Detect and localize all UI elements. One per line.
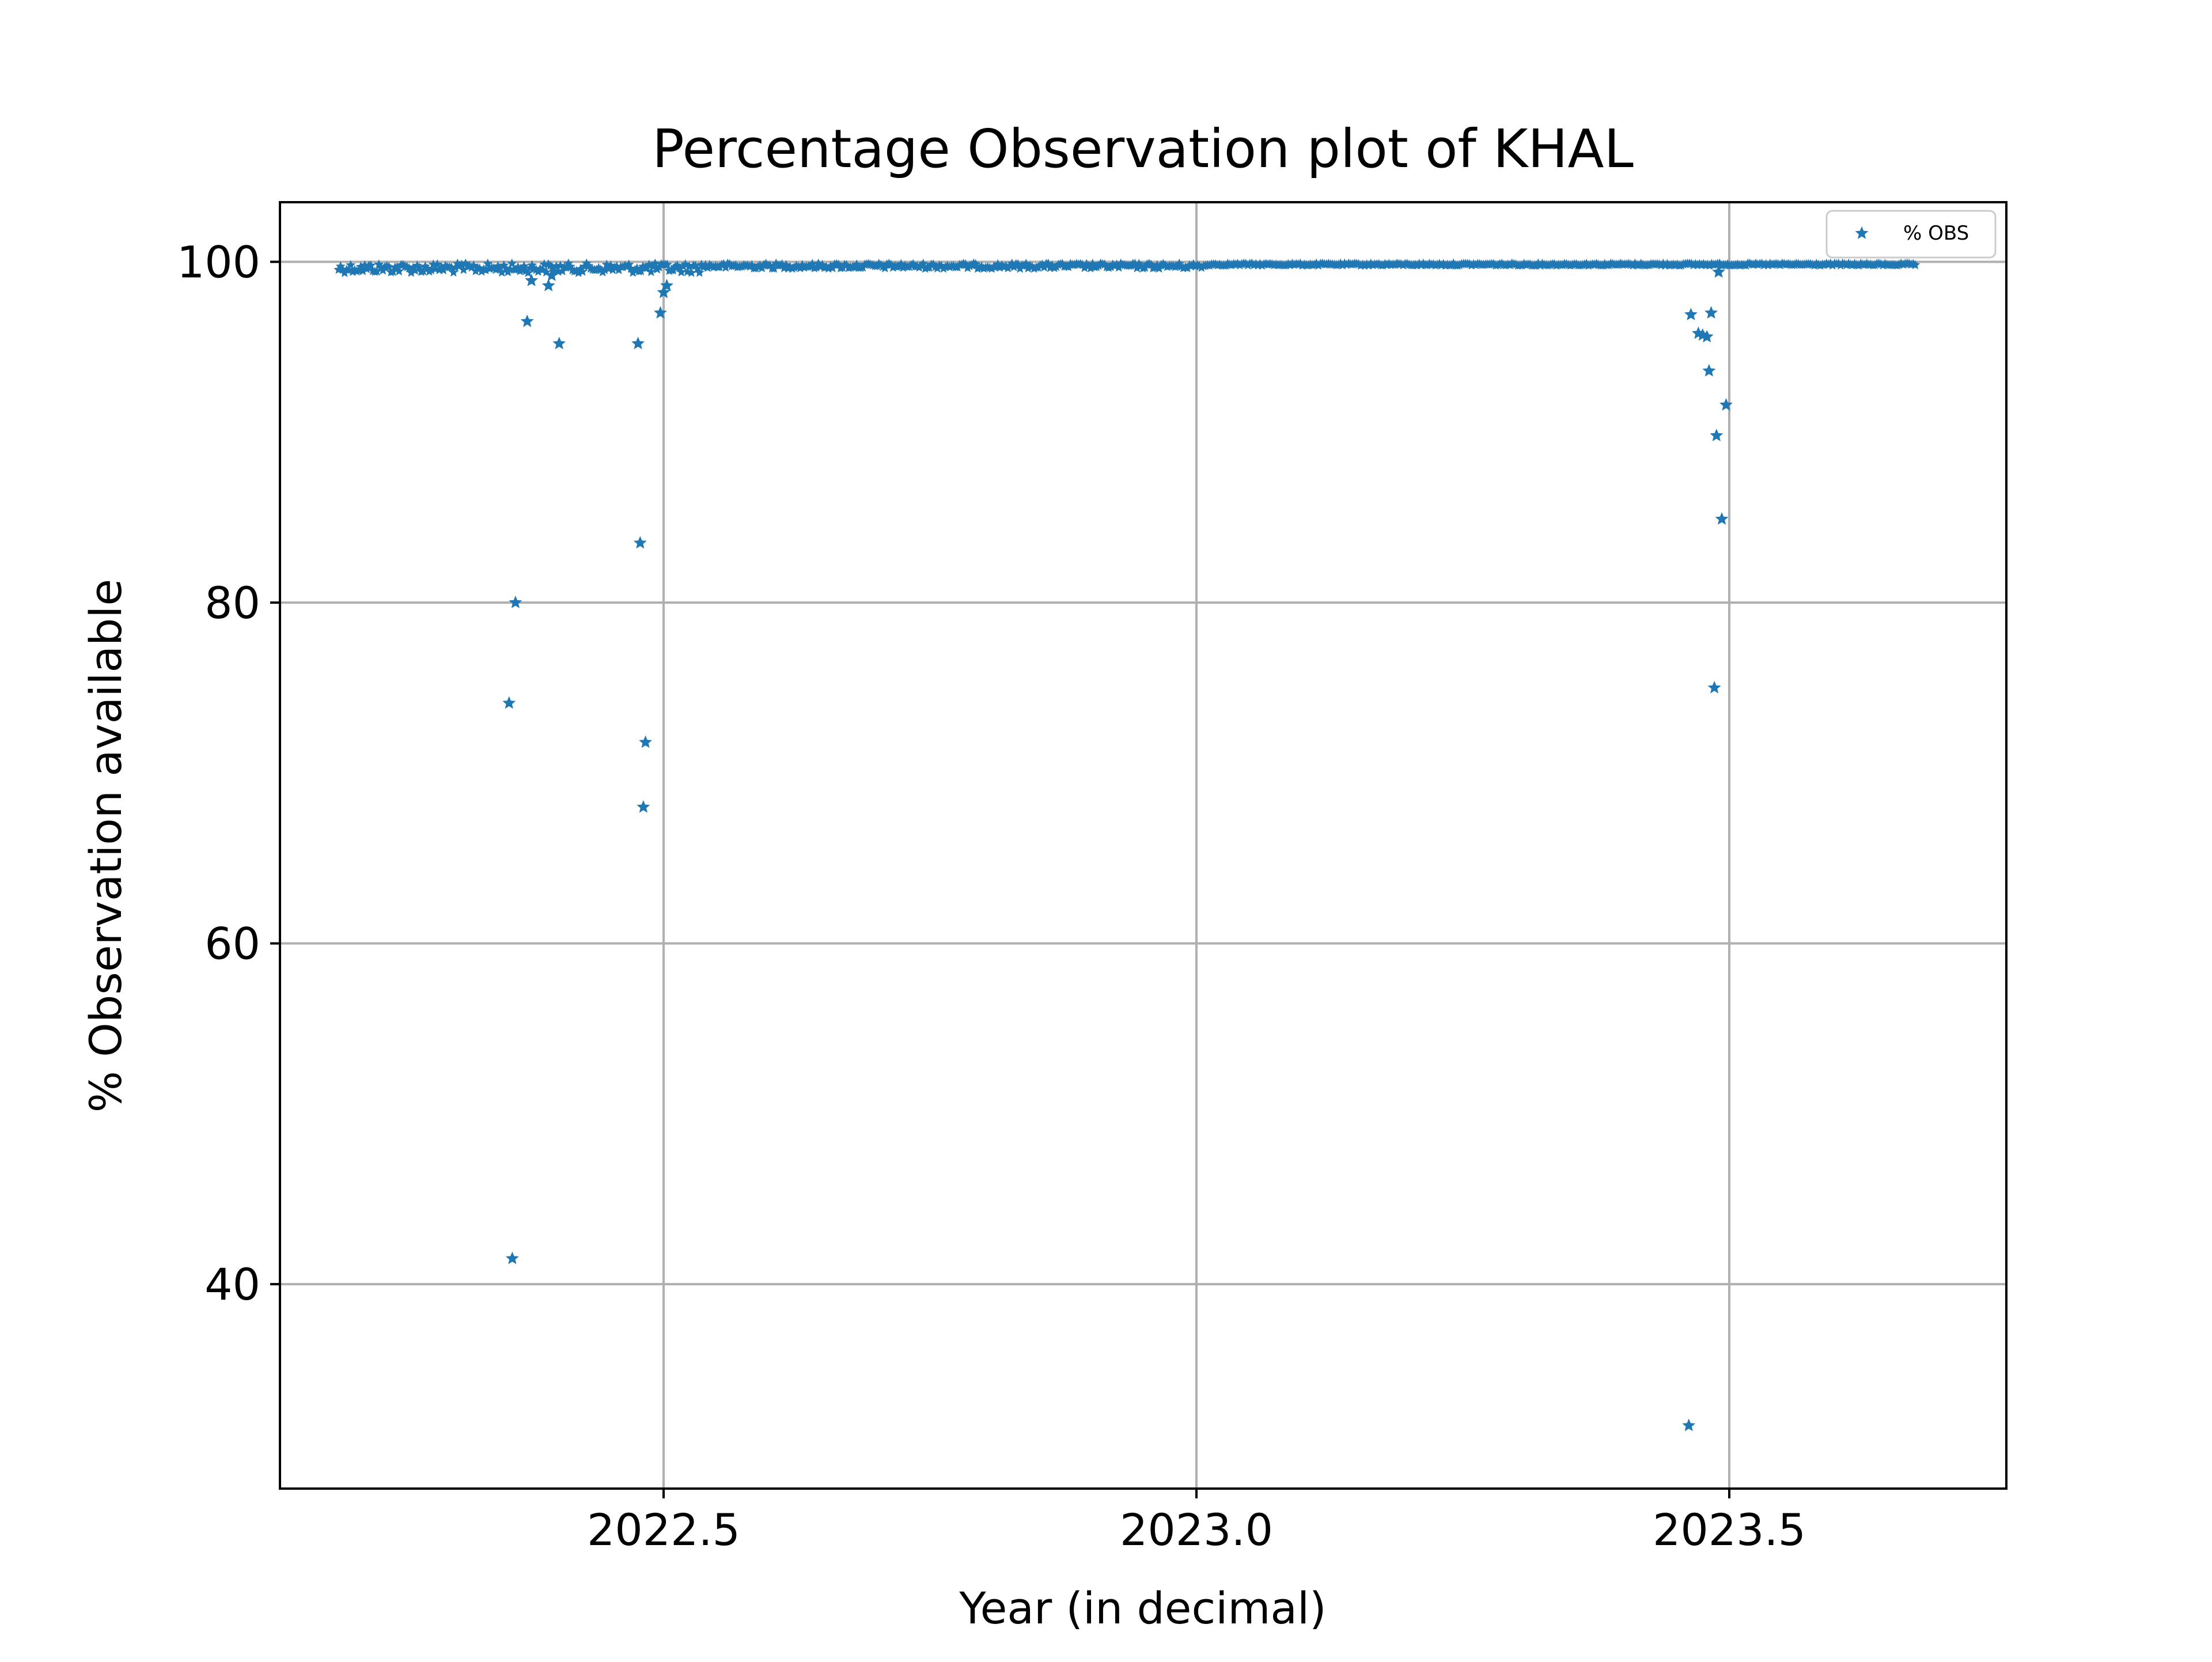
data-point	[1700, 330, 1714, 343]
data-point	[520, 315, 534, 327]
data-point	[1719, 398, 1733, 411]
data-points	[502, 265, 1733, 1432]
y-axis-label: % Observation available	[80, 579, 131, 1112]
band-point	[686, 267, 696, 277]
data-point	[505, 1251, 519, 1265]
y-tick-label: 40	[204, 1259, 260, 1310]
legend-box	[1825, 210, 1997, 259]
data-point	[1707, 680, 1721, 694]
data-point	[1710, 429, 1724, 441]
band-point	[388, 266, 398, 276]
data-point	[637, 800, 650, 813]
y-tick-label: 60	[204, 918, 260, 970]
band-point	[769, 263, 779, 273]
y-tick-label: 100	[177, 237, 260, 288]
data-point	[639, 735, 652, 748]
band-point	[372, 266, 382, 276]
data-point	[1682, 1418, 1696, 1432]
chart-title: Percentage Observation plot of KHAL	[652, 118, 1633, 180]
data-point	[1705, 306, 1718, 319]
band-point	[1132, 263, 1142, 272]
plot-background	[280, 202, 2006, 1489]
dense-band	[334, 258, 1921, 277]
band-point	[358, 266, 368, 275]
data-point	[509, 596, 522, 608]
band-point	[438, 264, 449, 275]
legend-label: % OBS	[1903, 222, 1969, 245]
x-tick-label: 2023.0	[1120, 1504, 1273, 1555]
legend-marker	[1855, 226, 1869, 239]
band-point	[448, 267, 459, 277]
data-point	[1715, 512, 1729, 525]
data-point	[1684, 308, 1698, 320]
y-tick-label: 80	[204, 577, 260, 629]
band-point	[676, 267, 687, 277]
band-point	[418, 266, 429, 276]
data-point	[545, 268, 559, 281]
data-point	[502, 696, 516, 709]
band-point	[646, 266, 656, 277]
band-point	[636, 266, 646, 275]
band-point	[497, 267, 507, 277]
data-point	[660, 278, 673, 291]
band-point	[694, 267, 704, 277]
band-point	[394, 266, 404, 276]
legend: % OBS	[1825, 210, 1997, 259]
data-point	[657, 285, 671, 298]
band-point	[662, 259, 672, 269]
data-point	[633, 536, 647, 549]
x-tick-label: 2023.5	[1653, 1504, 1806, 1555]
band-point	[1910, 260, 1921, 270]
plot-frame	[279, 201, 2008, 1490]
band-point	[577, 266, 588, 276]
data-point	[552, 336, 566, 350]
data-point	[1712, 265, 1725, 278]
band-point	[459, 264, 469, 274]
data-point	[525, 274, 538, 286]
band-point	[523, 267, 533, 277]
legend-marker-icon	[1855, 226, 1869, 239]
x-axis-ticks: 2022.5 2023.0 2023.5	[587, 1489, 1806, 1555]
data-point	[1702, 364, 1716, 377]
band-point	[406, 267, 416, 277]
x-axis-label: Year (in decimal)	[959, 1583, 1326, 1634]
y-axis-ticks: 40 60 80 100	[177, 237, 280, 1310]
data-point	[541, 278, 555, 291]
data-point	[631, 336, 645, 350]
band-point	[346, 260, 356, 270]
data-point	[654, 306, 667, 319]
x-tick-label: 2022.5	[587, 1504, 740, 1555]
band-point	[410, 265, 421, 275]
